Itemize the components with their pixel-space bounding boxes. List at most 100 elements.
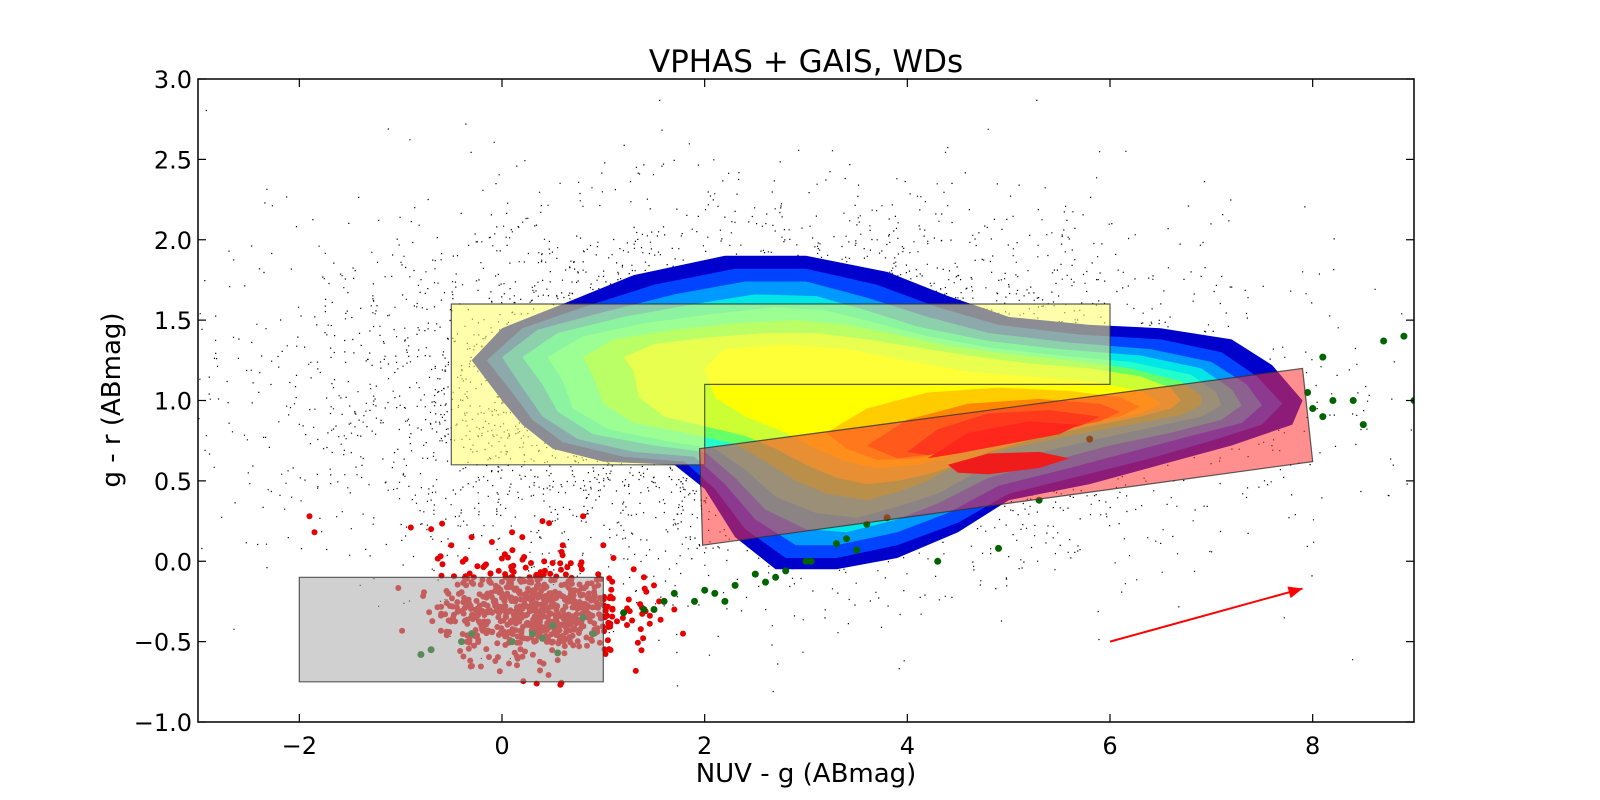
red-point	[468, 534, 475, 541]
red-point	[448, 542, 455, 549]
red-point	[600, 542, 607, 549]
red-point	[656, 598, 663, 605]
red-point	[680, 630, 686, 637]
red-point	[522, 564, 529, 571]
axis-ticks: −2 0 2 4 6 8 −1.0 −0.5 0.0 0.5 1.0 1.5 2.0 2.5 3.0	[134, 66, 1414, 760]
red-point	[504, 554, 511, 561]
red-point	[539, 518, 546, 525]
red-point	[487, 570, 494, 577]
red-point	[605, 624, 612, 630]
shaded-region-1	[450, 303, 1111, 466]
red-point	[609, 613, 616, 620]
red-point	[474, 563, 481, 570]
y-axis-label: g - r (ABmag)	[97, 312, 127, 487]
red-point	[580, 513, 587, 520]
red-point	[541, 558, 548, 565]
green-point	[1380, 337, 1388, 345]
red-point	[559, 542, 566, 549]
red-point	[640, 635, 647, 642]
red-point	[498, 555, 505, 562]
red-point	[549, 560, 556, 566]
red-point	[567, 560, 574, 567]
reddening-arrow-head	[1287, 586, 1303, 599]
y-tick-label: 0.0	[154, 548, 192, 576]
red-point	[439, 561, 446, 568]
green-point	[843, 535, 850, 543]
red-point	[462, 556, 469, 563]
green-point	[832, 540, 840, 548]
red-point	[306, 513, 313, 520]
reddening-arrow-line	[1109, 587, 1303, 643]
red-point	[483, 561, 489, 568]
red-point	[634, 639, 641, 646]
red-point	[625, 596, 632, 603]
red-point	[547, 570, 554, 577]
red-point	[640, 574, 647, 581]
x-tick-label: 2	[697, 732, 712, 760]
green-point	[701, 586, 709, 594]
y-tick-label: −0.5	[134, 629, 192, 657]
red-point	[641, 585, 648, 592]
red-point	[557, 560, 564, 567]
x-tick-label: 8	[1305, 732, 1320, 760]
red-point	[488, 539, 495, 545]
red-point	[657, 616, 664, 623]
red-point	[629, 617, 636, 624]
shaded-region-2	[298, 576, 604, 683]
red-point	[428, 526, 435, 533]
red-point	[604, 637, 611, 644]
green-point	[640, 606, 648, 613]
green-point	[691, 597, 698, 605]
x-tick-label: 0	[494, 732, 509, 760]
y-tick-label: 2.0	[154, 227, 192, 255]
y-tick-label: 2.5	[154, 146, 192, 174]
green-point	[802, 557, 810, 565]
red-point	[608, 586, 615, 593]
green-point	[782, 567, 790, 575]
green-point	[772, 573, 780, 581]
red-point	[602, 607, 609, 614]
plot-area	[198, 99, 1414, 693]
green-point	[650, 606, 658, 613]
y-tick-label: 3.0	[154, 66, 192, 94]
green-point	[1309, 405, 1317, 412]
y-tick-label: 1.5	[154, 307, 192, 335]
red-point	[637, 601, 644, 608]
x-tick-label: 4	[900, 732, 915, 760]
green-point	[711, 589, 719, 597]
red-point	[495, 567, 502, 574]
red-point	[528, 560, 534, 566]
red-point	[519, 556, 526, 563]
red-point	[632, 667, 639, 674]
red-point	[439, 520, 446, 527]
green-point	[807, 557, 815, 565]
shaded-region-3	[698, 367, 1314, 546]
red-point	[630, 566, 637, 573]
red-point	[558, 566, 564, 573]
green-point	[1329, 397, 1337, 404]
red-point	[519, 534, 526, 541]
red-point	[546, 520, 553, 527]
red-point	[651, 582, 657, 589]
red-point	[637, 626, 644, 633]
green-point	[670, 589, 678, 597]
red-point	[437, 553, 444, 560]
red-point	[626, 608, 633, 615]
red-point	[595, 571, 602, 578]
red-point	[533, 571, 540, 578]
green-point	[853, 546, 861, 554]
red-point	[564, 564, 571, 571]
y-tick-label: −1.0	[134, 709, 192, 737]
green-point	[751, 570, 759, 578]
red-point	[671, 606, 678, 613]
green-point	[934, 557, 942, 565]
green-point	[1319, 353, 1327, 361]
red-point	[559, 552, 566, 559]
red-point	[614, 618, 620, 625]
green-point	[721, 597, 729, 605]
green-point	[995, 544, 1002, 552]
chart-title: VPHAS + GAIS, WDs	[649, 44, 963, 80]
red-point	[407, 524, 414, 531]
x-tick-label: −2	[282, 732, 317, 760]
